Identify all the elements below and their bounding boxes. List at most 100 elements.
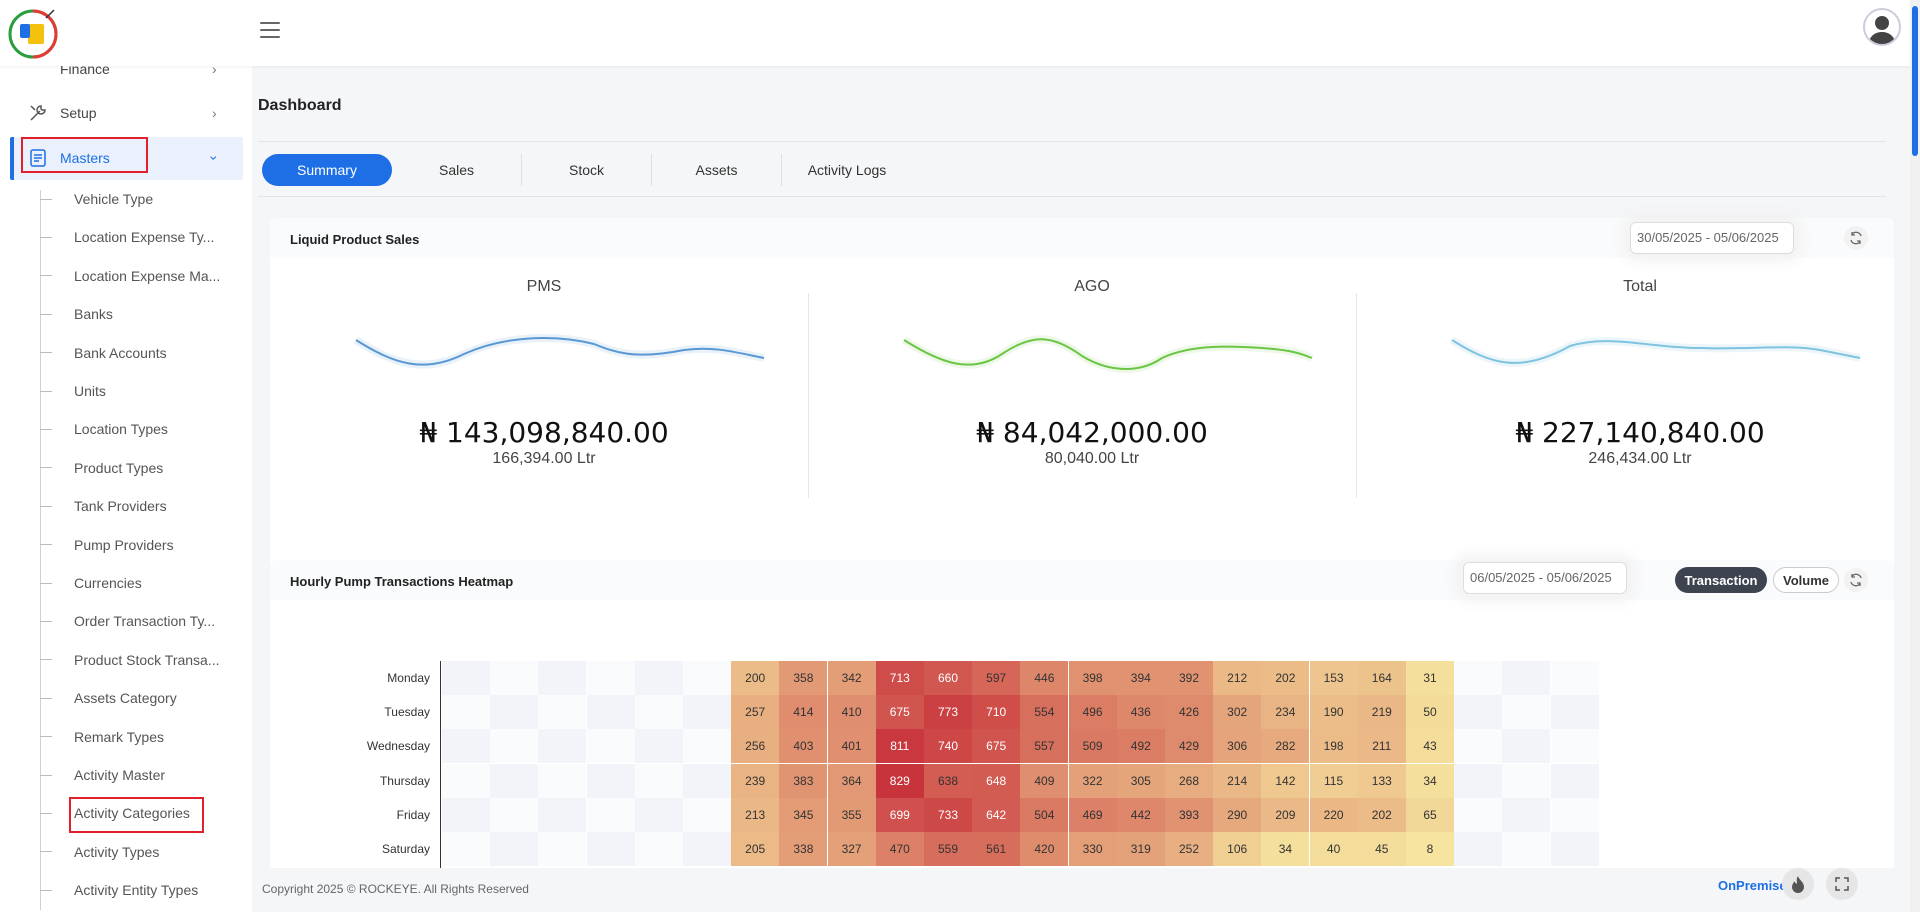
sidebar-subitem[interactable]: Order Transaction Ty... [40, 610, 240, 632]
heatmap-cell-empty [1454, 661, 1503, 695]
heatmap-cell-empty [1502, 695, 1551, 730]
transaction-toggle[interactable]: Transaction [1675, 567, 1767, 593]
heatmap-date-range-input[interactable]: 06/05/2025 - 05/06/2025 [1463, 562, 1627, 594]
volume-toggle[interactable]: Volume [1773, 567, 1839, 593]
tree-connector [40, 812, 52, 814]
sidebar-subitem-label: Activity Master [74, 767, 166, 783]
metric-name: AGO [1074, 278, 1110, 295]
tree-connector [40, 467, 52, 469]
heatmap-cell: 733 [924, 797, 972, 832]
tab-sales[interactable]: Sales [392, 154, 522, 186]
heatmap-cell: 153 [1309, 661, 1358, 695]
sidebar-subitem[interactable]: Assets Category [40, 687, 240, 709]
heatmap-cell-empty [634, 661, 683, 695]
main-content: Dashboard Summary Sales Stock Assets Act… [252, 66, 1910, 912]
heatmap-cell: 338 [779, 832, 828, 866]
refresh-icon[interactable] [1844, 226, 1868, 250]
tab-stock[interactable]: Stock [522, 154, 652, 186]
sidebar-subitem[interactable]: Banks [40, 303, 240, 325]
heatmap-cell: 345 [779, 797, 828, 832]
heatmap-cell: 34 [1261, 832, 1310, 866]
sidebar-subitem[interactable]: Product Stock Transa... [40, 649, 240, 671]
sidebar-subitem[interactable]: Product Types [40, 457, 240, 479]
heatmap-cell-empty [1502, 797, 1551, 832]
deployment-mode: OnPremises [1718, 878, 1794, 893]
sidebar-subitem[interactable]: Activity Types [40, 841, 240, 863]
tree-connector [40, 428, 52, 430]
sidebar-subitem[interactable]: Activity Entity Types [40, 879, 240, 901]
heatmap-cell: 327 [827, 832, 876, 866]
heatmap-cell-empty [683, 763, 731, 798]
tree-connector [40, 697, 52, 699]
sidebar-subitem[interactable]: Units [40, 380, 240, 402]
hamburger-icon[interactable] [260, 22, 280, 38]
sidebar-subitem[interactable]: Pump Providers [40, 534, 240, 556]
heatmap-cell: 50 [1406, 695, 1454, 730]
tree-connector [40, 582, 52, 584]
heatmap-cell: 559 [924, 832, 972, 866]
heatmap-cell: 469 [1068, 797, 1117, 832]
sidebar-subitem[interactable]: Location Types [40, 418, 240, 440]
metric-ago: AGO ₦ 84,042,000.00 80,040.00 Ltr [818, 266, 1366, 486]
heatmap-cell-empty [490, 797, 539, 832]
heatmap-cell-empty [490, 832, 539, 866]
sidebar-subitem[interactable]: Vehicle Type [40, 188, 240, 210]
fullscreen-icon[interactable] [1826, 868, 1858, 900]
card-title: Hourly Pump Transactions Heatmap [290, 574, 514, 589]
page-scrollbar[interactable] [1910, 0, 1920, 912]
tab-summary[interactable]: Summary [262, 154, 392, 186]
sales-date-range-input[interactable]: 30/05/2025 - 05/06/2025 [1630, 222, 1794, 254]
heatmap-cell: 470 [875, 832, 924, 866]
refresh-icon[interactable] [1844, 568, 1868, 592]
sidebar-subitem-label: Assets Category [74, 690, 177, 707]
tree-connector [40, 851, 52, 853]
heatmap-cell-empty [1502, 729, 1551, 764]
heatmap-cell: 648 [972, 763, 1021, 798]
sidebar-item-setup[interactable]: Setup › [0, 94, 252, 132]
heatmap-cell: 675 [972, 729, 1021, 764]
sidebar-subitem-label: Product Types [74, 459, 164, 476]
heatmap-cell-empty [1454, 695, 1503, 730]
user-avatar-icon[interactable] [1863, 8, 1901, 46]
sidebar-subitem[interactable]: Activity Master [40, 764, 240, 786]
sidebar-subitem-label: Bank Accounts [74, 344, 167, 361]
heatmap-cell: 239 [731, 763, 780, 798]
tab-activity-logs[interactable]: Activity Logs [807, 162, 887, 178]
sidebar-subitem[interactable]: Location Expense Ty... [40, 226, 240, 248]
sidebar-subitem[interactable]: Currencies [40, 572, 240, 594]
heatmap-cell: 164 [1357, 661, 1406, 695]
heatmap-day-label: Friday [396, 807, 430, 822]
heatmap-cell: 65 [1406, 797, 1454, 832]
sidebar-subitem[interactable]: Activity Categories [40, 802, 240, 824]
heatmap-cell-empty [586, 729, 635, 764]
sidebar-item-masters[interactable]: Masters › [0, 139, 252, 177]
tab-assets[interactable]: Assets [652, 154, 782, 186]
heatmap-cell: 509 [1068, 729, 1117, 764]
heatmap-cell: 638 [924, 763, 972, 798]
tree-connector [40, 352, 52, 354]
heatmap-cell-empty [442, 797, 490, 832]
heatmap-cell: 401 [827, 729, 876, 764]
total-sparkline [1450, 336, 1861, 367]
heatmap-cell-empty [683, 729, 731, 764]
sidebar-subitem-label: Location Types [74, 421, 168, 438]
heatmap-cell-empty [490, 763, 539, 798]
sidebar-subitem[interactable]: Tank Providers [40, 495, 240, 517]
chevron-down-icon: › [206, 155, 223, 161]
sidebar-subitem[interactable]: Bank Accounts [40, 342, 240, 364]
heatmap-cell-empty [442, 763, 490, 798]
metric-amount: ₦ 84,042,000.00 [976, 416, 1208, 449]
heatmap-cell-empty [490, 661, 539, 695]
sidebar-subitem[interactable]: Location Expense Ma... [40, 265, 240, 287]
heatmap-cell: 394 [1116, 661, 1165, 695]
fire-icon[interactable] [1782, 868, 1814, 900]
heatmap-cell-empty [634, 729, 683, 764]
heatmap-cell: 811 [875, 729, 924, 764]
footer: Copyright 2025 © ROCKEYE. All Rights Res… [252, 868, 1910, 912]
heatmap-cell-empty [1454, 729, 1503, 764]
heatmap-cell: 414 [779, 695, 828, 730]
heatmap-cell: 31 [1406, 661, 1454, 695]
heatmap-cell: 290 [1213, 797, 1262, 832]
sidebar-subitem[interactable]: Remark Types [40, 726, 240, 748]
card-title: Liquid Product Sales [290, 232, 420, 247]
